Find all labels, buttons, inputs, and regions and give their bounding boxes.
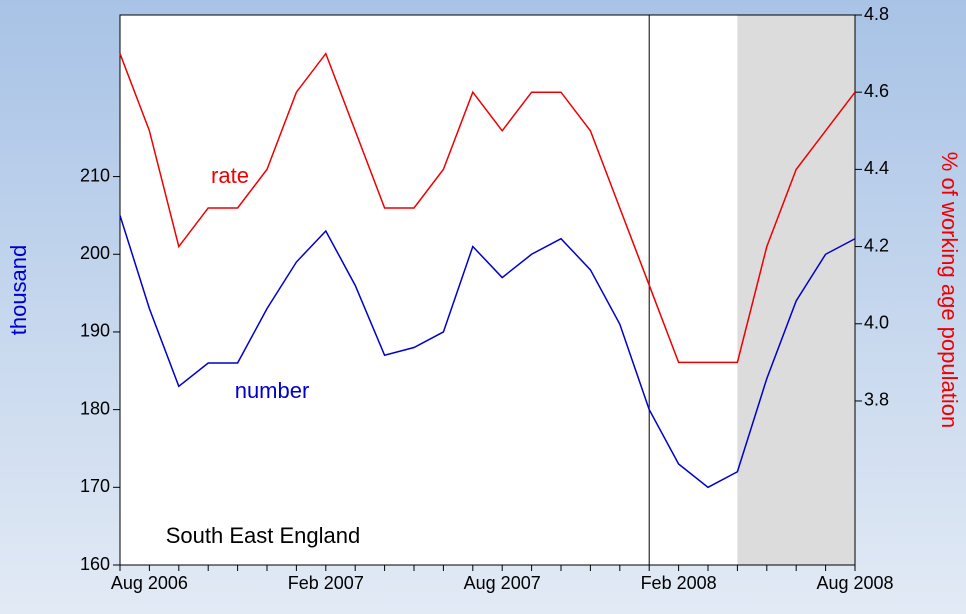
y2-tick-label: 4.2: [864, 235, 889, 255]
series-label: number: [235, 378, 310, 403]
plot-frame: [119, 14, 856, 566]
y2-tick-label: 3.8: [864, 390, 889, 410]
x-tick-label: Aug 2006: [111, 573, 188, 593]
series-line: [119, 52, 856, 364]
y2-tick-label: 4.0: [864, 313, 889, 333]
series-label: rate: [211, 163, 249, 188]
plot-area: [120, 15, 855, 565]
y-tick-label: 200: [80, 243, 110, 263]
x-tick-label: Feb 2007: [288, 573, 364, 593]
y2-tick-label: 4.4: [864, 158, 889, 178]
region-label: South East England: [166, 523, 360, 548]
y2-tick-label: 4.8: [864, 4, 889, 24]
y-tick-label: 190: [80, 321, 110, 341]
y-tick-label: 180: [80, 398, 110, 418]
y-tick-label: 210: [80, 165, 110, 185]
shaded-period: [737, 15, 855, 565]
y-axis-label: thousand: [6, 245, 31, 336]
y-tick-label: 160: [80, 554, 110, 574]
x-tick-label: Aug 2007: [464, 573, 541, 593]
y2-tick-label: 4.6: [864, 81, 889, 101]
x-tick-label: Aug 2008: [816, 573, 893, 593]
y-tick-label: 170: [80, 476, 110, 496]
x-tick-label: Feb 2008: [641, 573, 717, 593]
y2-axis-label: % of working age population: [937, 152, 962, 428]
series-line: [119, 215, 856, 489]
